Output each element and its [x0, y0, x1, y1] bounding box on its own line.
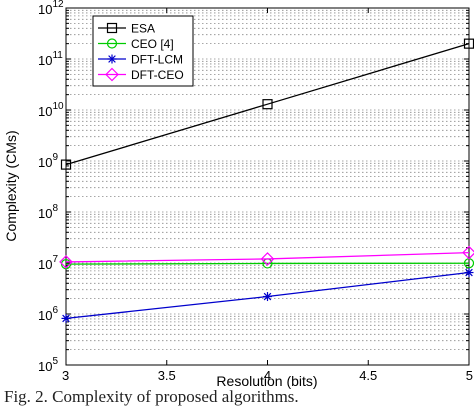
series-ceo-4	[60, 258, 474, 270]
y-tick-base: 10	[38, 206, 52, 221]
y-tick-exponent: 5	[52, 356, 58, 367]
x-tick-label: 3	[62, 368, 69, 383]
y-tick-base: 10	[38, 155, 52, 170]
x-tick-label: 5	[466, 368, 473, 383]
x-tick-label: 4	[264, 368, 271, 383]
series-line	[65, 43, 470, 166]
y-tick-label: 107	[38, 254, 58, 272]
star-marker	[107, 54, 117, 64]
star-marker	[464, 268, 474, 278]
legend-item: CEO [4]	[98, 37, 174, 51]
y-axis-label: Complexity (CMs)	[3, 130, 19, 241]
legend-label: DFT-CEO	[131, 68, 184, 82]
star-stroke	[108, 55, 116, 63]
y-tick-base: 10	[38, 308, 52, 323]
y-tick-label: 109	[38, 152, 58, 170]
y-tick-label: 1011	[38, 50, 63, 68]
y-tick-exponent: 12	[52, 0, 64, 10]
star-stroke	[62, 314, 70, 323]
legend-item: DFT-LCM	[98, 53, 183, 67]
y-tick-exponent: 9	[52, 152, 58, 163]
data-series	[59, 38, 474, 323]
series-line	[65, 251, 470, 263]
series-line	[65, 262, 470, 265]
legend-label: CEO [4]	[131, 37, 174, 51]
diamond-marker	[105, 67, 119, 82]
legend-label: ESA	[131, 22, 155, 36]
y-tick-exponent: 6	[52, 305, 58, 316]
star-marker	[263, 292, 272, 302]
legend-item: ESA	[98, 22, 155, 36]
square-marker	[60, 159, 72, 170]
y-tick-exponent: 10	[52, 101, 64, 112]
square-marker	[106, 22, 118, 34]
y-tick-exponent: 8	[52, 203, 58, 214]
figure-caption: Fig. 2. Complexity of proposed algorithm…	[4, 387, 299, 406]
diamond-marker	[260, 252, 275, 266]
x-axis-label: Resolution (bits)	[216, 373, 317, 389]
x-tick-label: 3.5	[158, 368, 176, 383]
diamond-marker	[462, 245, 474, 260]
y-tick-base: 10	[38, 53, 52, 68]
y-tick-label: 108	[38, 203, 58, 221]
star-stroke	[263, 292, 272, 301]
y-tick-base: 10	[38, 257, 52, 272]
series-dft-ceo	[59, 245, 474, 269]
legend-item: DFT-CEO	[98, 67, 184, 82]
circle-marker	[106, 38, 118, 49]
y-tick-base: 10	[38, 2, 52, 17]
y-tick-exponent: 11	[52, 50, 63, 61]
y-tick-base: 10	[38, 104, 52, 119]
star-marker	[61, 313, 71, 323]
x-tick-label: 4.5	[359, 368, 377, 383]
legend-label: DFT-LCM	[131, 53, 183, 67]
y-tick-label: 105	[38, 356, 58, 374]
y-tick-label: 1012	[38, 0, 64, 17]
square-marker	[262, 99, 273, 110]
y-tick-base: 10	[38, 359, 52, 374]
series-dft-lcm	[61, 268, 474, 323]
star-stroke	[465, 268, 473, 277]
diamond-marker	[59, 255, 73, 269]
y-tick-exponent: 7	[52, 254, 58, 265]
y-tick-label: 1010	[38, 101, 64, 119]
y-tick-label: 106	[38, 305, 58, 323]
